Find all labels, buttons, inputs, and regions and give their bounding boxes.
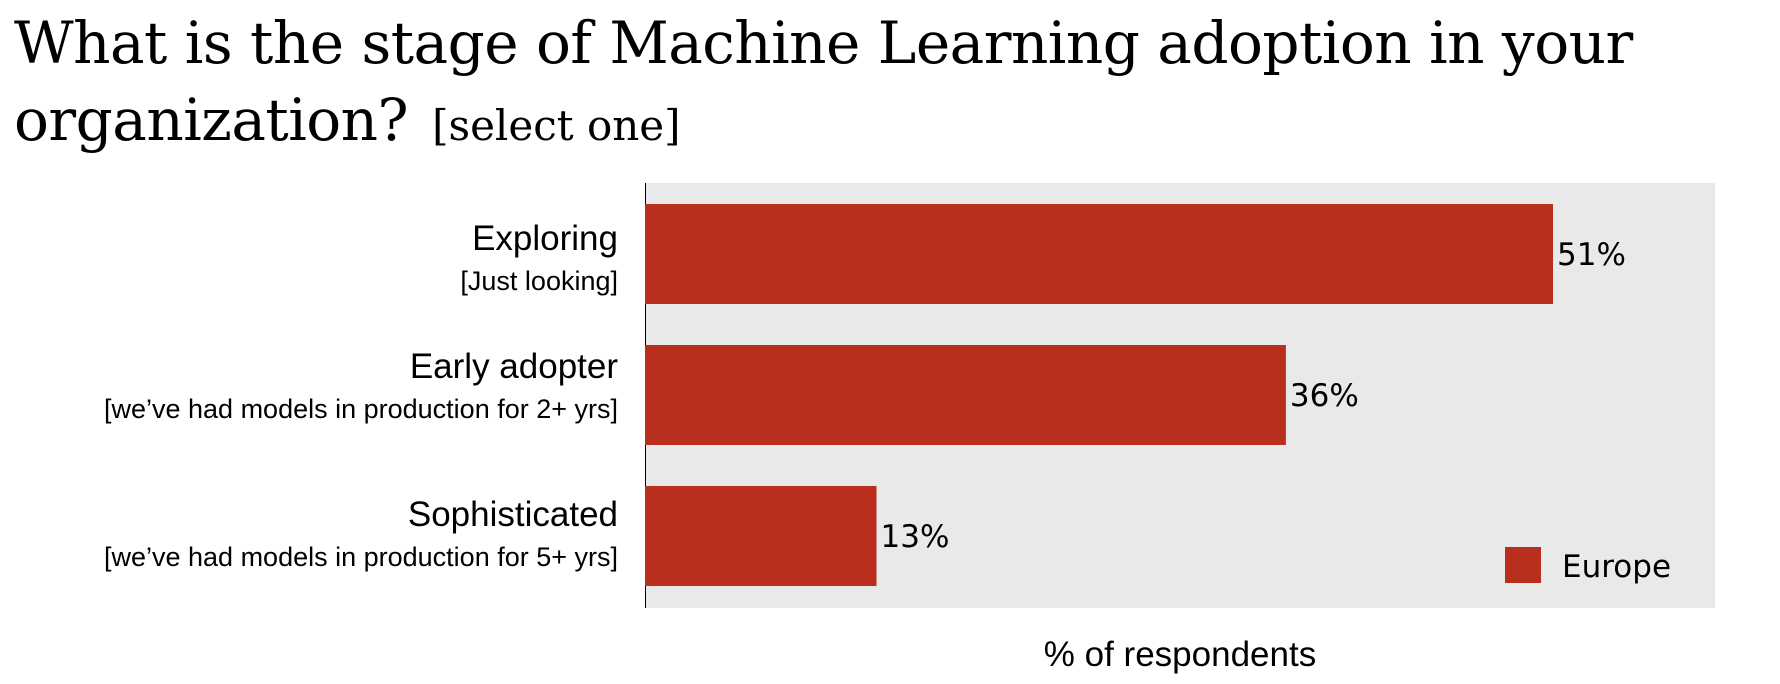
chart-title-line1: What is the stage of Machine Learning ad…	[14, 9, 1633, 77]
category-label: Exploring	[472, 219, 618, 258]
category-sublabel: [we’ve had models in production for 5+ y…	[104, 542, 618, 572]
category-label: Sophisticated	[408, 495, 618, 534]
category-sublabel: [Just looking]	[460, 266, 618, 296]
value-label: 13%	[881, 519, 950, 555]
chart-title-line2: organization?	[14, 86, 408, 154]
category-labels-layer: Exploring [Just looking] Early adopter [we’…	[104, 219, 618, 572]
value-labels-layer: 51% 36% 13%	[881, 237, 1626, 555]
bar-early-adopter	[645, 345, 1286, 445]
legend-label-europe: Europe	[1562, 549, 1671, 585]
category-label: Early adopter	[410, 347, 619, 386]
x-axis-label: % of respondents	[1044, 635, 1316, 674]
chart-subtitle: [select one]	[432, 101, 680, 150]
bar-sophisticated	[645, 486, 877, 586]
bar-exploring	[645, 204, 1553, 304]
bars-layer	[645, 204, 1553, 586]
value-label: 36%	[1290, 378, 1359, 414]
category-sublabel: [we’ve had models in production for 2+ y…	[104, 394, 618, 424]
chart-title-line2-group: organization? [select one]	[14, 86, 681, 154]
value-label: 51%	[1557, 237, 1626, 273]
legend-swatch-europe	[1505, 547, 1541, 583]
